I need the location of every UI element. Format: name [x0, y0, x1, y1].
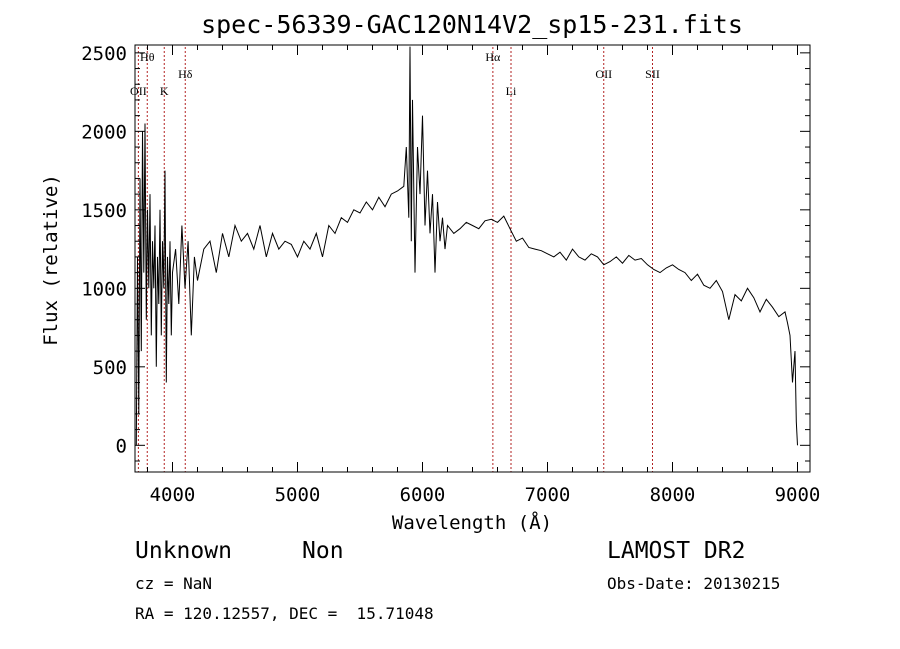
spectral-line-label: OII: [130, 84, 147, 98]
x-axis-ticks: 4000 5000 6000 7000 8000 9000: [147, 45, 821, 506]
x-tick-label: 9000: [775, 484, 821, 506]
x-axis-label: Wavelength (Å): [392, 511, 552, 534]
spectral-line-label: K: [160, 84, 169, 98]
obs-date-label: Obs-Date: 20130215: [607, 574, 781, 593]
x-tick-label: 7000: [525, 484, 571, 506]
spectral-line-markers: OII Hθ K Hδ Hα Li OII SII: [130, 47, 660, 472]
y-axis-label: Flux (relative): [40, 174, 62, 346]
chart-title: spec-56339-GAC120N14V2_sp15-231.fits: [201, 10, 743, 39]
y-tick-label: 1000: [81, 278, 127, 300]
y-tick-label: 1500: [81, 200, 127, 222]
spectral-line-label: Li: [506, 84, 517, 98]
survey-label: LAMOST DR2: [607, 538, 746, 564]
y-tick-label: 500: [93, 357, 127, 379]
spectral-line-label: Hα: [485, 50, 501, 64]
y-tick-label: 0: [116, 435, 127, 457]
spectral-line-label: Hθ: [140, 50, 155, 64]
y-axis-ticks: 0 500 1000 1500 2000 2500: [81, 43, 810, 462]
object-subclass: Non: [302, 538, 344, 564]
spectral-line-label: OII: [595, 67, 612, 81]
spectral-line-label: SII: [645, 67, 660, 81]
x-tick-label: 6000: [400, 484, 446, 506]
object-class: Unknown: [135, 538, 232, 564]
x-tick-label: 5000: [275, 484, 321, 506]
coordinates-label: RA = 120.12557, DEC = 15.71048: [135, 604, 434, 623]
x-tick-label: 4000: [150, 484, 196, 506]
plot-frame: [134, 44, 811, 473]
y-tick-label: 2000: [81, 121, 127, 143]
spectral-line-label: Hδ: [178, 67, 193, 81]
y-tick-label: 2500: [81, 43, 127, 65]
spectrum-line: [135, 46, 798, 446]
x-tick-label: 8000: [650, 484, 696, 506]
redshift-label: cz = NaN: [135, 574, 213, 593]
